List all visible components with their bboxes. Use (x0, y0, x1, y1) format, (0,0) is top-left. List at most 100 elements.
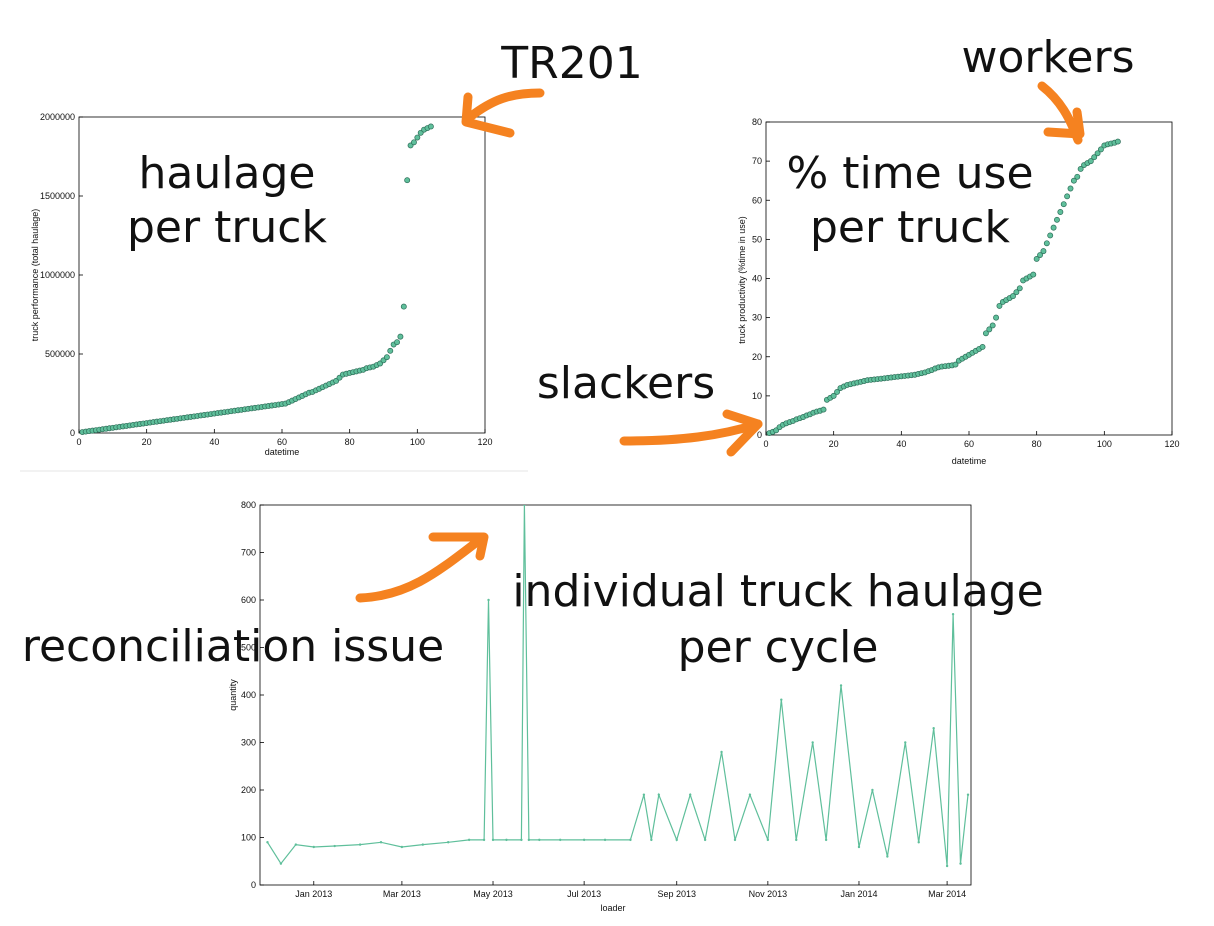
y-axis-label: quantity (228, 679, 238, 711)
data-point (1094, 150, 1101, 157)
data-point (266, 841, 269, 844)
data-point (421, 843, 425, 846)
chart-title-line-2: per truck (127, 202, 327, 253)
data-point (1054, 216, 1060, 223)
data-point (1040, 248, 1047, 255)
data-point (1050, 224, 1057, 231)
data-point (824, 838, 828, 842)
y-tick-label: 50 (752, 234, 762, 244)
data-point (657, 793, 661, 796)
data-point (1030, 271, 1037, 278)
data-point (820, 406, 827, 413)
x-tick-label: 80 (345, 437, 355, 447)
data-point (1097, 146, 1104, 153)
x-tick-label: Sep 2013 (657, 889, 696, 899)
data-point (358, 843, 362, 846)
data-point (482, 838, 486, 842)
annotation-tr201: TR201 (500, 38, 642, 89)
data-point (1114, 138, 1121, 145)
data-point (400, 845, 404, 849)
data-point (333, 844, 336, 848)
y-tick-label: 10 (752, 391, 762, 401)
annotation-workers: workers (962, 32, 1135, 83)
truck-haulage-per-cycle-chart: Jan 2013 Mar 2013 May 2013 Jul 2013 Sep 2013… (228, 500, 1044, 913)
y-tick-label: 0 (70, 428, 75, 438)
x-tick-label: Jul 2013 (567, 889, 601, 899)
data-point (312, 845, 315, 849)
data-point (1010, 293, 1016, 300)
annotation-reconciliation: reconciliation issue (22, 621, 444, 672)
y-tick-label: 500000 (45, 349, 75, 359)
series-line (266, 505, 969, 867)
x-tick-label: 100 (410, 437, 425, 447)
data-point (487, 598, 490, 602)
data-point (1064, 193, 1071, 200)
data-point (523, 505, 526, 507)
data-point (279, 862, 283, 865)
x-tick-label: 0 (763, 439, 768, 449)
data-point (952, 361, 959, 368)
x-axis-label: loader (600, 903, 625, 913)
y-tick-label: 400 (241, 690, 256, 700)
chart-title-line-2: per truck (810, 202, 1010, 253)
y-tick-label: 500 (241, 643, 256, 653)
y-axis-label: truck performance (total haulage) (30, 209, 40, 342)
y-tick-label: 800 (241, 500, 256, 510)
x-tick-label: Jan 2014 (840, 889, 877, 899)
data-point (411, 139, 417, 146)
y-tick-label: 70 (752, 156, 762, 166)
data-point (1077, 165, 1084, 172)
data-point (1067, 185, 1074, 192)
x-tick-label: 80 (1032, 439, 1042, 449)
x-tick-label: 120 (1164, 439, 1179, 449)
data-point (1057, 209, 1064, 215)
data-point (688, 793, 692, 796)
arrow-slackers-head (722, 409, 763, 457)
plot-frame (259, 504, 972, 886)
data-point (520, 838, 523, 842)
y-tick-label: 30 (752, 313, 762, 323)
data-point (505, 838, 508, 842)
y-tick-label: 1500000 (40, 191, 75, 201)
data-point (397, 333, 404, 340)
data-point (642, 793, 646, 796)
x-tick-label: 20 (142, 437, 152, 447)
chart-title-line-1: % time use (786, 148, 1033, 199)
data-point (982, 330, 989, 337)
data-point (703, 838, 707, 842)
data-point (886, 855, 889, 858)
y-tick-label: 20 (752, 352, 762, 362)
arrow-reconciliation (355, 533, 487, 603)
data-point (414, 134, 421, 141)
x-tick-label: 100 (1097, 439, 1112, 449)
data-point (834, 389, 841, 395)
data-point (979, 344, 986, 350)
data-point (917, 841, 920, 844)
x-tick-label: Jan 2013 (295, 889, 332, 899)
data-point (294, 843, 298, 846)
y-tick-label: 600 (241, 595, 256, 605)
data-point (1047, 232, 1054, 239)
data-point (932, 727, 935, 730)
x-tick-label: May 2013 (473, 889, 513, 899)
data-point (748, 793, 752, 796)
data-point (830, 392, 837, 399)
data-point (839, 684, 843, 687)
y-tick-label: 200 (241, 785, 256, 795)
data-point (538, 838, 541, 842)
data-point (986, 326, 993, 333)
data-point (720, 750, 723, 754)
y-tick-label: 0 (757, 430, 762, 440)
data-point (1013, 289, 1020, 296)
chart-title-line-1: haulage (139, 148, 316, 199)
y-tick-label: 700 (241, 548, 256, 558)
data-point (733, 838, 737, 842)
arrow-reconciliation-head (428, 532, 489, 561)
x-tick-label: 40 (896, 439, 906, 449)
data-point (904, 741, 907, 744)
data-point (527, 838, 531, 842)
data-point (1070, 177, 1077, 184)
y-tick-label: 40 (752, 274, 762, 284)
y-tick-label: 2000000 (40, 112, 75, 122)
x-tick-label: 60 (277, 437, 287, 447)
